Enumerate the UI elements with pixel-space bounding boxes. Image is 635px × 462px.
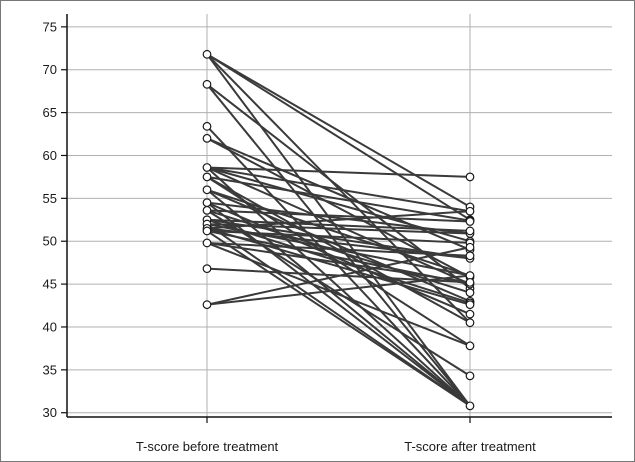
pair-line	[206, 53, 471, 208]
pair-line	[206, 274, 471, 306]
pair-line	[206, 201, 471, 407]
x-category-label: T-score after treatment	[404, 439, 536, 454]
before-point	[202, 226, 212, 236]
y-tick-label: 50	[43, 234, 57, 249]
after-point	[465, 341, 475, 351]
marker-layer	[202, 49, 475, 411]
pair-line	[206, 188, 471, 277]
y-tick-label: 65	[43, 105, 57, 120]
after-point	[465, 401, 475, 411]
pair-line	[206, 209, 471, 223]
pair-line	[206, 241, 471, 284]
pair-line	[206, 210, 471, 230]
after-point	[465, 206, 475, 216]
after-point	[465, 371, 475, 381]
after-point	[465, 242, 475, 252]
pair-line	[206, 241, 471, 257]
y-tick-label: 55	[43, 191, 57, 206]
pair-line	[206, 242, 471, 347]
pair-line	[206, 227, 471, 306]
y-tick-label: 35	[43, 362, 57, 377]
before-point	[202, 205, 212, 215]
pair-line	[206, 209, 471, 294]
before-point	[202, 172, 212, 182]
pair-line	[206, 166, 471, 213]
pair-line	[206, 218, 471, 232]
pair-line	[206, 209, 471, 377]
before-point	[202, 133, 212, 143]
before-point	[202, 163, 212, 172]
after-point	[465, 172, 475, 182]
before-point	[202, 198, 212, 208]
pair-line	[206, 53, 471, 221]
before-point	[202, 264, 212, 274]
y-tick-label: 30	[43, 405, 57, 420]
pair-line	[206, 246, 471, 306]
line-layer	[206, 53, 471, 407]
y-tick-label: 40	[43, 319, 57, 334]
y-tick-label: 70	[43, 62, 57, 77]
after-point	[465, 251, 475, 261]
after-point	[465, 288, 475, 298]
x-category-label: T-score before treatment	[136, 439, 279, 454]
y-tick-label: 60	[43, 148, 57, 163]
before-point	[202, 185, 212, 195]
before-point	[202, 300, 212, 310]
after-point	[465, 318, 475, 328]
before-point	[202, 121, 212, 131]
after-point	[465, 309, 475, 319]
before-point	[202, 79, 212, 89]
before-point	[202, 238, 212, 248]
y-tick-label: 75	[43, 19, 57, 34]
after-point	[465, 217, 475, 226]
after-point	[465, 226, 475, 236]
after-point	[465, 277, 475, 287]
after-point	[465, 300, 475, 310]
y-tick-label: 45	[43, 277, 57, 292]
before-point	[202, 49, 212, 59]
pair-line	[206, 229, 471, 244]
pair-line	[206, 166, 471, 178]
